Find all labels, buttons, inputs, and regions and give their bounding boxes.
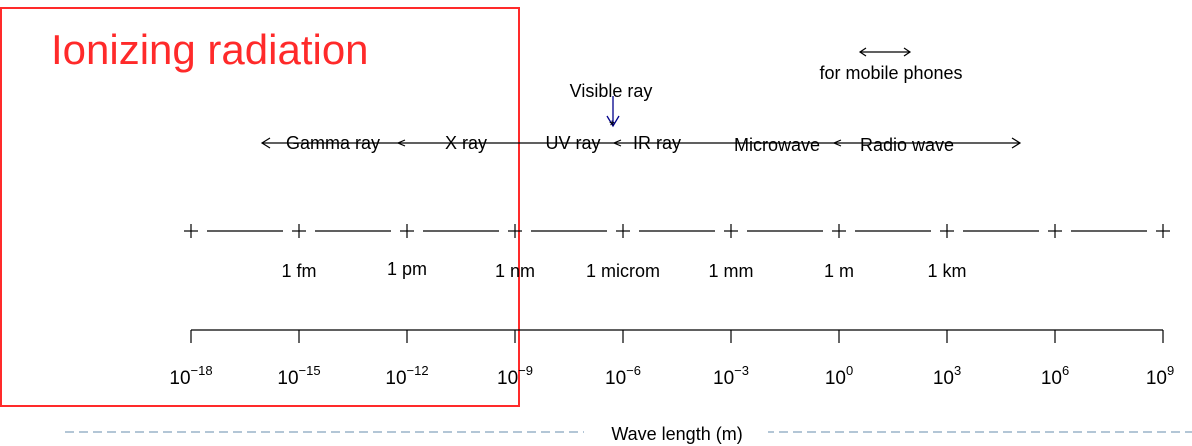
axis-label-backing: [584, 422, 768, 444]
ionizing-highlight-box: [0, 7, 520, 407]
plus-marker: [400, 224, 414, 238]
band-label: Radio wave: [860, 135, 954, 155]
plus-marker: [832, 224, 846, 238]
unit-label: 1 km: [927, 261, 966, 281]
visible-marker: *: [609, 117, 615, 133]
tick-label: 10−3: [713, 363, 749, 389]
unit-labels: 1 fm 1 pm 1 nm 1 microm 1 mm 1 m 1 km: [281, 259, 966, 281]
tick-label: 10−9: [497, 363, 533, 389]
tick-label: 10−18: [169, 363, 212, 389]
plus-marker: [508, 224, 522, 238]
spectrum-band-line: [260, 137, 1022, 149]
band-label: UV ray: [545, 133, 600, 153]
plus-marker: [724, 224, 738, 238]
band-label: IR ray: [633, 133, 681, 153]
visible-label: Visible ray: [570, 81, 653, 101]
band-label: Gamma ray: [286, 133, 380, 153]
mobile-range-arrow: [858, 47, 912, 57]
plus-marker: [184, 224, 198, 238]
unit-marker-row: [184, 224, 1170, 238]
band-label: X ray: [445, 133, 487, 153]
tick-label: 109: [1146, 363, 1174, 389]
band-label: Microwave: [734, 135, 820, 155]
unit-label: 1 fm: [281, 261, 316, 281]
tick-label: 10−6: [605, 363, 641, 389]
wavelength-axis: [190, 329, 1164, 343]
tick-label: 10−15: [277, 363, 320, 389]
axis-label: Wave length (m): [611, 424, 742, 444]
mobile-label: for mobile phones: [819, 63, 962, 83]
axis-tick-labels: 10−18 10−15 10−12 10−9 10−6 10−3 100 103…: [169, 363, 1174, 389]
tick-label: 100: [825, 363, 853, 389]
unit-label: 1 m: [824, 261, 854, 281]
plus-marker: [292, 224, 306, 238]
band-labels: Gamma ray X ray UV ray IR ray Microwave …: [286, 133, 954, 155]
unit-label: 1 mm: [709, 261, 754, 281]
visible-arrow: [606, 96, 620, 128]
plus-marker: [616, 224, 630, 238]
plus-marker: [940, 224, 954, 238]
tick-label: 106: [1041, 363, 1069, 389]
ionizing-title: Ionizing radiation: [51, 26, 369, 73]
plus-marker: [1156, 224, 1170, 238]
tick-label: 10−12: [385, 363, 428, 389]
unit-label: 1 microm: [586, 261, 660, 281]
tick-label: 103: [933, 363, 961, 389]
plus-marker: [1048, 224, 1062, 238]
unit-label: 1 pm: [387, 259, 427, 279]
unit-label: 1 nm: [495, 261, 535, 281]
